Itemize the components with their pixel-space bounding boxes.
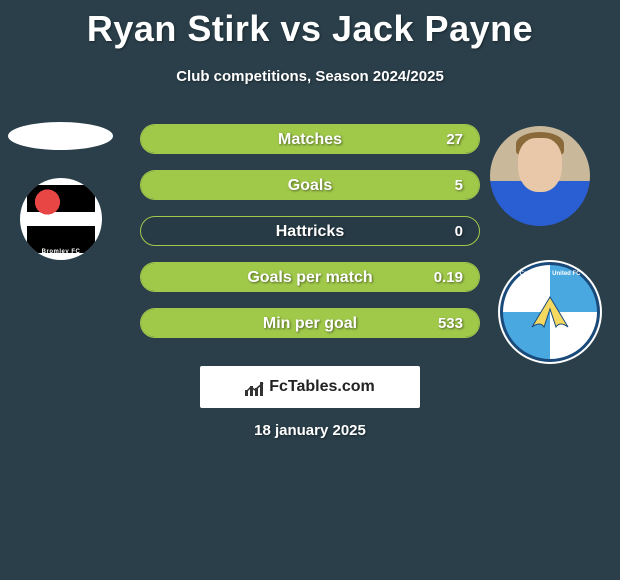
stat-bar: Min per goal533 <box>140 308 480 338</box>
left-club-badge: Bromley FC <box>20 178 102 260</box>
fctables-watermark: FcTables.com <box>200 366 420 408</box>
stat-label: Goals per match <box>141 263 479 293</box>
right-player-photo <box>490 126 590 226</box>
watermark-text: FcTables.com <box>269 378 375 396</box>
right-club-name: Colchester United FC <box>503 271 597 277</box>
stat-bar: Matches27 <box>140 124 480 154</box>
player-face-graphic <box>518 138 562 192</box>
bromley-badge-graphic: Bromley FC <box>27 185 95 253</box>
chart-icon <box>245 378 265 396</box>
stat-label: Goals <box>141 171 479 201</box>
stat-value-right: 0.19 <box>434 263 463 293</box>
stat-value-right: 0 <box>455 217 463 247</box>
eagle-wings-icon <box>520 287 580 337</box>
stat-bar: Goals per match0.19 <box>140 262 480 292</box>
colchester-badge-graphic: Colchester United FC <box>500 262 600 362</box>
page-title: Ryan Stirk vs Jack Payne <box>0 0 620 50</box>
stat-bar: Goals5 <box>140 170 480 200</box>
date-label: 18 january 2025 <box>0 422 620 439</box>
stat-label: Min per goal <box>141 309 479 339</box>
left-player-photo <box>8 122 113 150</box>
right-club-badge: Colchester United FC <box>498 260 602 364</box>
stat-label: Matches <box>141 125 479 155</box>
page-subtitle: Club competitions, Season 2024/2025 <box>0 68 620 85</box>
stat-label: Hattricks <box>141 217 479 247</box>
stat-bar: Hattricks0 <box>140 216 480 246</box>
trend-line-icon <box>245 382 265 394</box>
stat-value-right: 27 <box>446 125 463 155</box>
stat-value-right: 5 <box>455 171 463 201</box>
stat-value-right: 533 <box>438 309 463 339</box>
left-club-name: Bromley FC <box>27 249 95 255</box>
